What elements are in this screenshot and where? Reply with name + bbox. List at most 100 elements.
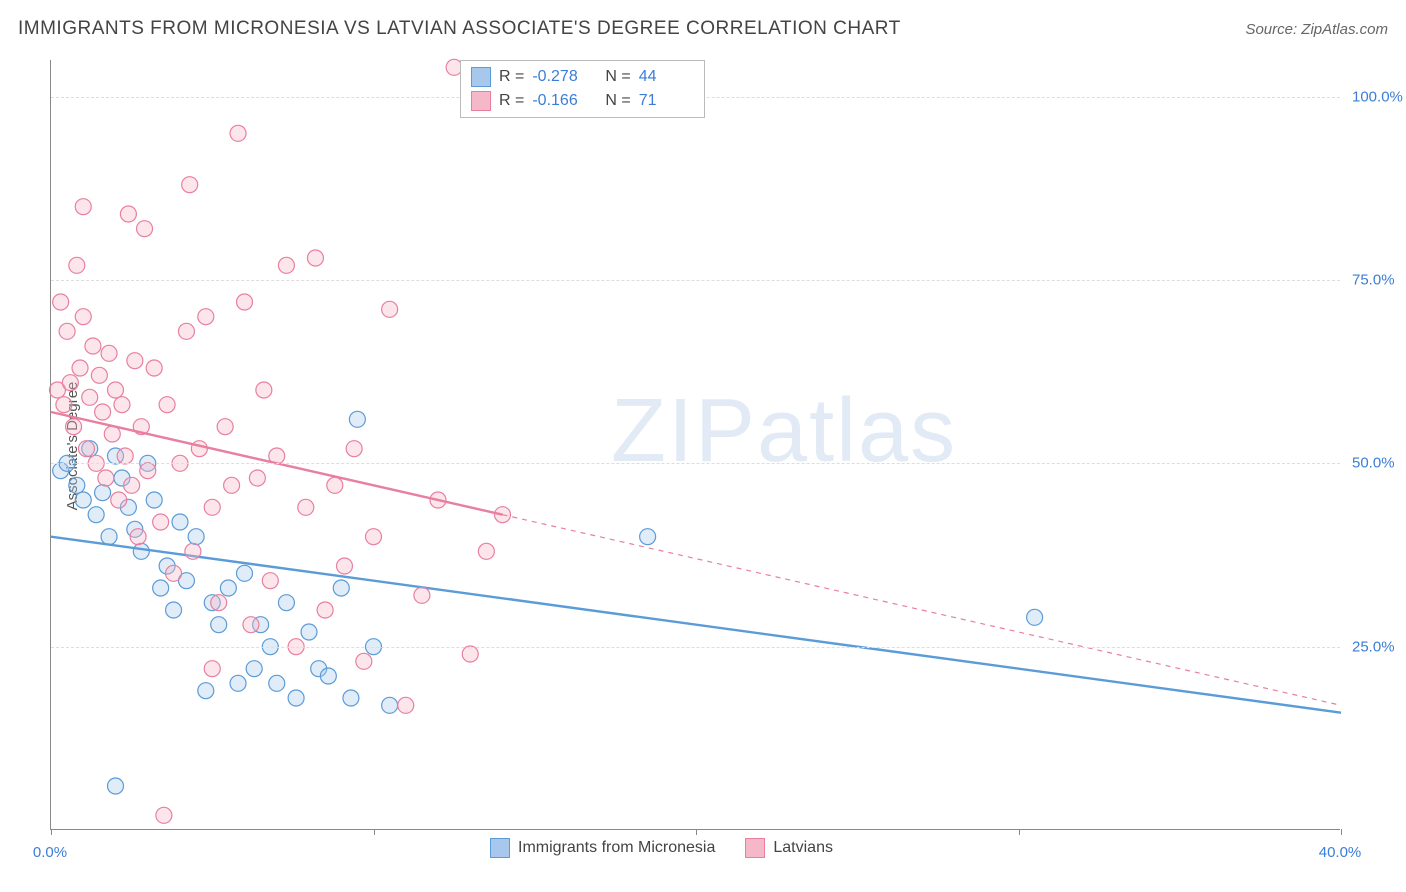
scatter-point (182, 177, 198, 193)
scatter-point (95, 404, 111, 420)
scatter-point (278, 595, 294, 611)
scatter-point (185, 543, 201, 559)
x-tick (696, 829, 697, 835)
gridline (51, 463, 1340, 464)
legend-series: Immigrants from Micronesia Latvians (490, 838, 833, 858)
scatter-point (220, 580, 236, 596)
legend-series-label: Immigrants from Micronesia (518, 839, 715, 857)
scatter-point (75, 309, 91, 325)
y-tick-label: 25.0% (1352, 638, 1396, 655)
scatter-point (172, 514, 188, 530)
scatter-point (101, 345, 117, 361)
scatter-point (191, 441, 207, 457)
scatter-point (327, 477, 343, 493)
y-tick-label: 75.0% (1352, 272, 1396, 289)
scatter-point (356, 653, 372, 669)
scatter-point (462, 646, 478, 662)
scatter-point (82, 389, 98, 405)
legend-swatch (471, 67, 491, 87)
legend-n-value: 44 (639, 65, 694, 89)
scatter-point (120, 206, 136, 222)
x-tick (1341, 829, 1342, 835)
scatter-point (53, 294, 69, 310)
scatter-point (101, 529, 117, 545)
scatter-point (75, 492, 91, 508)
scatter-point (95, 485, 111, 501)
legend-r-value: -0.166 (532, 89, 587, 113)
scatter-point (217, 419, 233, 435)
gridline (51, 647, 1340, 648)
scatter-point (98, 470, 114, 486)
legend-n-label: N = (605, 65, 630, 89)
scatter-point (62, 375, 78, 391)
scatter-point (298, 499, 314, 515)
scatter-point (478, 543, 494, 559)
scatter-point (224, 477, 240, 493)
chart-header: IMMIGRANTS FROM MICRONESIA VS LATVIAN AS… (18, 18, 1388, 40)
scatter-point (124, 477, 140, 493)
scatter-point (56, 397, 72, 413)
scatter-point (414, 587, 430, 603)
x-tick-label: 0.0% (33, 844, 67, 861)
scatter-point (78, 441, 94, 457)
chart-svg (51, 60, 1340, 829)
scatter-point (346, 441, 362, 457)
scatter-point (117, 448, 133, 464)
scatter-point (137, 221, 153, 237)
scatter-point (256, 382, 272, 398)
scatter-point (349, 411, 365, 427)
legend-swatch (490, 838, 510, 858)
scatter-point (59, 323, 75, 339)
legend-r-label: R = (499, 89, 524, 113)
scatter-point (130, 529, 146, 545)
legend-r-value: -0.278 (532, 65, 587, 89)
scatter-point (166, 602, 182, 618)
scatter-point (211, 595, 227, 611)
scatter-point (320, 668, 336, 684)
scatter-point (88, 507, 104, 523)
x-tick (374, 829, 375, 835)
scatter-point (91, 367, 107, 383)
scatter-point (156, 807, 172, 823)
legend-swatch (471, 91, 491, 111)
scatter-point (153, 514, 169, 530)
scatter-point (382, 301, 398, 317)
scatter-point (188, 529, 204, 545)
gridline (51, 280, 1340, 281)
scatter-point (140, 463, 156, 479)
scatter-point (178, 323, 194, 339)
scatter-point (1027, 609, 1043, 625)
scatter-point (146, 360, 162, 376)
scatter-point (243, 617, 259, 633)
legend-series-item: Immigrants from Micronesia (490, 838, 715, 858)
chart-title: IMMIGRANTS FROM MICRONESIA VS LATVIAN AS… (18, 18, 901, 40)
scatter-point (246, 661, 262, 677)
scatter-point (288, 690, 304, 706)
scatter-point (237, 565, 253, 581)
legend-n-value: 71 (639, 89, 694, 113)
legend-series-label: Latvians (773, 839, 833, 857)
scatter-point (204, 661, 220, 677)
x-tick-label: 40.0% (1319, 844, 1362, 861)
x-tick (1019, 829, 1020, 835)
legend-stat-row: R = -0.166 N = 71 (471, 89, 694, 113)
legend-stats: R = -0.278 N = 44R = -0.166 N = 71 (460, 60, 705, 118)
scatter-point (114, 397, 130, 413)
y-tick-label: 100.0% (1352, 88, 1396, 105)
scatter-point (127, 353, 143, 369)
scatter-point (398, 697, 414, 713)
scatter-point (230, 675, 246, 691)
scatter-point (133, 543, 149, 559)
scatter-point (204, 499, 220, 515)
scatter-point (262, 573, 278, 589)
scatter-point (278, 257, 294, 273)
scatter-point (69, 477, 85, 493)
scatter-point (198, 309, 214, 325)
scatter-point (108, 778, 124, 794)
legend-swatch (745, 838, 765, 858)
scatter-point (366, 529, 382, 545)
legend-series-item: Latvians (745, 838, 833, 858)
scatter-point (111, 492, 127, 508)
scatter-point (108, 382, 124, 398)
legend-n-label: N = (605, 89, 630, 113)
